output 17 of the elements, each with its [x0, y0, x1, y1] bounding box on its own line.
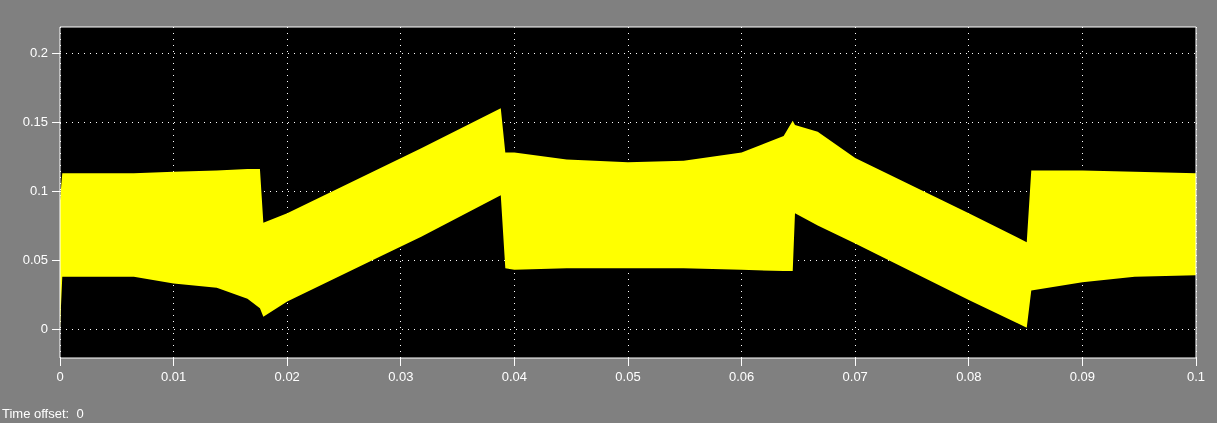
x-tick-label: 0.01 — [160, 369, 187, 385]
x-tick-label: 0.02 — [274, 369, 300, 385]
x-tick-label: 0.09 — [1069, 369, 1096, 385]
x-tick-label: 0.06 — [728, 369, 755, 385]
y-tick-label: 0.15 — [22, 113, 48, 129]
x-tick-label: 0.07 — [842, 369, 868, 385]
x-tick-label: 0.03 — [388, 369, 414, 385]
y-tick-label: 0 — [40, 320, 48, 336]
y-tick-label: 0.1 — [29, 182, 48, 198]
y-tick-label: 0.05 — [22, 251, 48, 267]
x-tick-label: 0.08 — [956, 369, 982, 385]
y-tick-label: 0.2 — [29, 44, 48, 60]
x-tick-label: 0.04 — [501, 369, 528, 385]
x-tick-label: 0.1 — [1186, 369, 1206, 385]
x-tick-label: 0.05 — [615, 369, 641, 385]
text: Time offset: 0 — [2, 406, 84, 422]
x-tick-label: 0 — [56, 369, 64, 385]
